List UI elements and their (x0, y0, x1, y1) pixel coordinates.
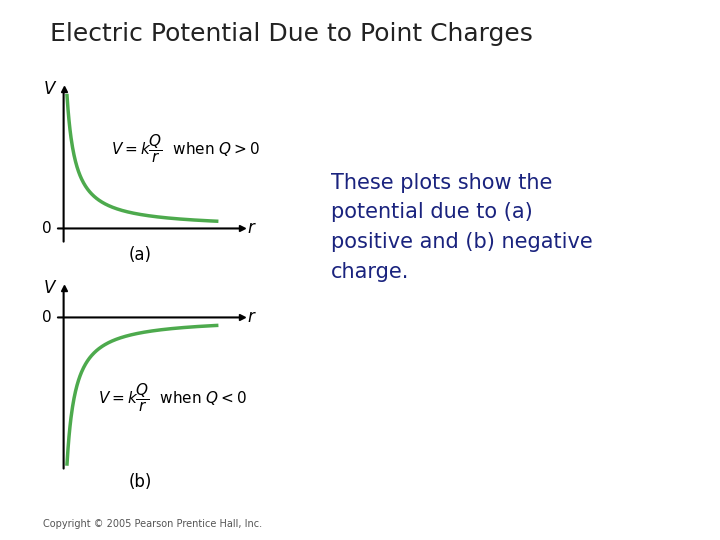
Text: $V$: $V$ (42, 80, 57, 98)
Text: These plots show the
potential due to (a)
positive and (b) negative
charge.: These plots show the potential due to (a… (331, 173, 593, 281)
Text: Electric Potential Due to Point Charges: Electric Potential Due to Point Charges (50, 22, 534, 45)
Text: $0$: $0$ (41, 309, 52, 326)
Text: (b): (b) (128, 472, 152, 491)
Text: $0$: $0$ (41, 220, 52, 237)
Text: $r$: $r$ (247, 308, 257, 327)
Text: Copyright © 2005 Pearson Prentice Hall, Inc.: Copyright © 2005 Pearson Prentice Hall, … (43, 519, 262, 529)
Text: $V = k\dfrac{Q}{r}$  when $Q < 0$: $V = k\dfrac{Q}{r}$ when $Q < 0$ (98, 382, 246, 414)
Text: $V = k\dfrac{Q}{r}$  when $Q > 0$: $V = k\dfrac{Q}{r}$ when $Q > 0$ (111, 132, 260, 165)
Text: (a): (a) (129, 246, 152, 264)
Text: $V$: $V$ (42, 279, 57, 297)
Text: $r$: $r$ (247, 219, 257, 238)
